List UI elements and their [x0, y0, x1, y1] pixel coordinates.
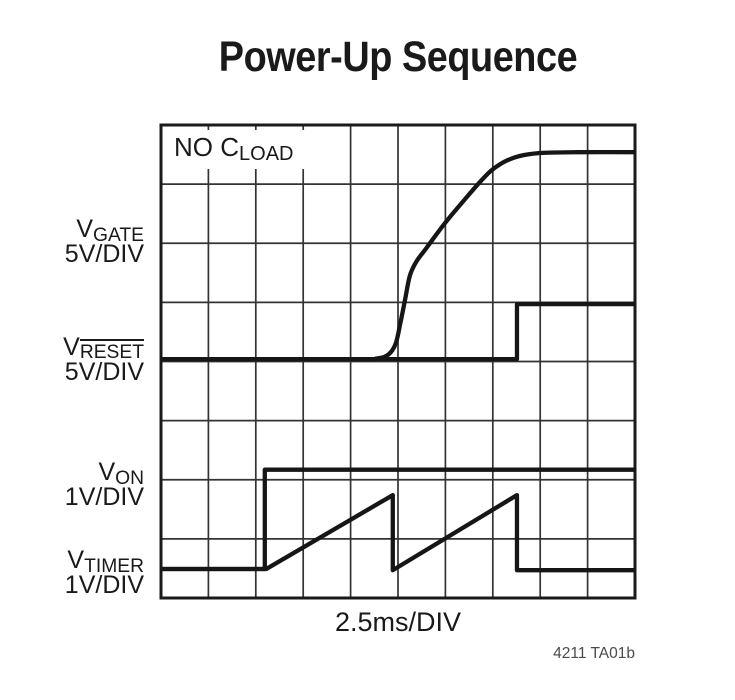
vreset-symbol: V [63, 333, 80, 361]
vtimer-scale: 1V/DIV [64, 571, 144, 599]
trace-label-vgate: VGATE 5V/DIV [64, 215, 144, 268]
vreset-scale: 5V/DIV [64, 358, 144, 386]
annotation-subscript: LOAD [239, 143, 294, 165]
von-symbol: V [98, 458, 116, 486]
trace-vreset [161, 301, 635, 362]
trace-label-von: VON 1V/DIV [64, 458, 144, 511]
von-scale: 1V/DIV [64, 483, 144, 511]
plot-annotation: NO CLOAD [166, 130, 306, 170]
figure-note: 4211 TA01b [553, 645, 635, 662]
vreset-subscript: RESET [79, 338, 144, 364]
annotation-text: NO C [174, 132, 239, 162]
von-subscript: ON [115, 467, 144, 489]
x-axis-label: 2.5ms/DIV [334, 607, 462, 637]
trace-vtimer [161, 492, 635, 573]
vgate-symbol: V [76, 215, 94, 243]
plot-border [159, 123, 637, 600]
trace-label-vreset: VRESET 5V/DIV [63, 333, 144, 386]
vgate-subscript: GATE [93, 224, 144, 246]
vtimer-symbol: V [67, 546, 85, 574]
vtimer-subscript: TIMER [84, 555, 144, 577]
figure-title: Power-Up Sequence [218, 33, 578, 81]
vgate-scale: 5V/DIV [64, 240, 144, 268]
trace-label-vtimer: VTIMER 1V/DIV [64, 546, 144, 599]
